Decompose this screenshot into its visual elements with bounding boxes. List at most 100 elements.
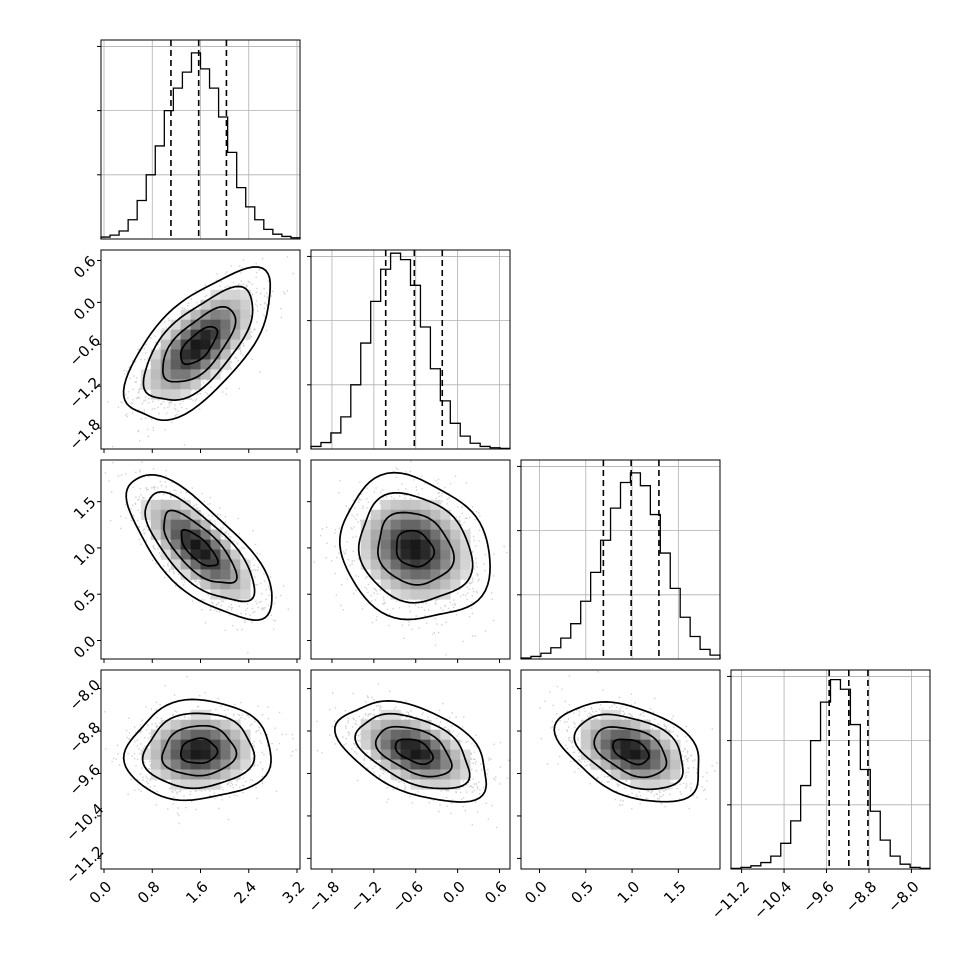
density-cell (200, 329, 211, 340)
density-cell (410, 589, 421, 600)
density-cell (590, 739, 601, 750)
density-cell (360, 739, 371, 750)
histogram-panel-3 (727, 669, 931, 870)
panel-frame (100, 39, 301, 240)
contour-level-2 (357, 492, 474, 604)
scatter-panel-1-0 (97, 249, 301, 453)
density-cell (170, 539, 181, 550)
x-tick-label-param-1: −0.6 (389, 878, 427, 916)
density-cell (370, 719, 381, 730)
density-cell (150, 749, 161, 760)
density-cell (380, 569, 391, 580)
density-cell (230, 329, 241, 340)
density-cell (670, 769, 681, 780)
density-cell (230, 759, 241, 770)
density-cell (600, 749, 611, 760)
y-tick-label-param-1: 0.6 (70, 252, 100, 282)
x-tick-label-param-0: 1.6 (182, 878, 212, 908)
density-cell (590, 749, 601, 760)
density-cell (400, 549, 411, 560)
density-cell (400, 499, 411, 511)
density-cell (210, 569, 221, 580)
density-cell (210, 349, 221, 360)
density-cell (400, 559, 411, 570)
density-cell (390, 569, 401, 580)
density-cell (440, 569, 451, 580)
density-cell (370, 529, 381, 540)
density-cell (180, 779, 191, 790)
density-cell (460, 569, 471, 580)
density-cell (650, 759, 661, 770)
density-cell (180, 539, 191, 550)
density-cell (410, 509, 421, 520)
density-cell (170, 729, 181, 740)
density-cell (670, 749, 681, 760)
density-cell (410, 719, 421, 730)
x-tick-label-param-2: 1.0 (614, 878, 644, 908)
density-cell (210, 719, 221, 730)
histogram-step-line (730, 678, 931, 870)
density-cell (420, 529, 431, 540)
density-cell (220, 329, 231, 340)
density-cell (180, 739, 191, 750)
density-cell (460, 749, 471, 760)
density-cell (220, 309, 231, 320)
panel-frame (100, 249, 301, 450)
x-tick-label-param-1: 0.6 (481, 878, 511, 908)
x-tick-label-param-2: 1.5 (660, 878, 690, 908)
density-cell (170, 749, 181, 760)
density-cell (210, 309, 221, 320)
contour-level-0 (612, 738, 650, 766)
contour-level-3 (334, 700, 488, 803)
density-cell (210, 319, 221, 330)
density-cell (630, 779, 641, 790)
density-cell (150, 509, 161, 520)
density-cell (190, 739, 201, 750)
density-cell (180, 389, 191, 400)
density-cell (160, 369, 171, 380)
x-tick-label-param-3: −11.2 (708, 878, 753, 923)
y-tick-label-param-2: 1.5 (70, 493, 100, 523)
density-cell (430, 729, 441, 740)
density-cell (220, 759, 231, 770)
density-cell (220, 319, 231, 330)
density-cell (400, 759, 411, 770)
density-cell (190, 779, 201, 790)
x-tick-label-param-3: −10.4 (750, 878, 795, 923)
density-cell (390, 579, 401, 590)
density-cell (440, 579, 451, 590)
density-cell (160, 769, 171, 780)
density-cell (210, 359, 221, 370)
density-cell (190, 549, 201, 560)
density-cell (180, 719, 191, 730)
density-cell (390, 589, 401, 600)
y-tick-label-param-1: −0.6 (66, 332, 104, 370)
density-cell (160, 729, 171, 740)
density-cell (190, 379, 201, 390)
density-cell (170, 379, 181, 390)
density-cell (610, 739, 621, 750)
density-cell (210, 759, 221, 770)
density-cell (460, 769, 471, 780)
density-cell (600, 739, 611, 750)
density-cell (640, 729, 651, 740)
density-cell (660, 769, 671, 780)
density-cell (370, 509, 381, 520)
density-cell (440, 559, 451, 570)
y-tick-label-param-2: 0.5 (70, 586, 100, 616)
density-cell (240, 579, 251, 590)
x-tick-label-param-0: 0.8 (134, 878, 164, 908)
density-cell (200, 579, 211, 590)
density-cell (180, 349, 191, 360)
density-cell (150, 389, 161, 400)
density-cell (650, 739, 661, 750)
density-cell (440, 549, 451, 560)
density-cell (640, 759, 651, 770)
density-cell (390, 769, 401, 780)
density-cell (390, 519, 401, 530)
density-cell (430, 509, 441, 520)
density-cell (190, 749, 201, 760)
density-cell (150, 359, 161, 370)
density-cell (360, 719, 371, 730)
